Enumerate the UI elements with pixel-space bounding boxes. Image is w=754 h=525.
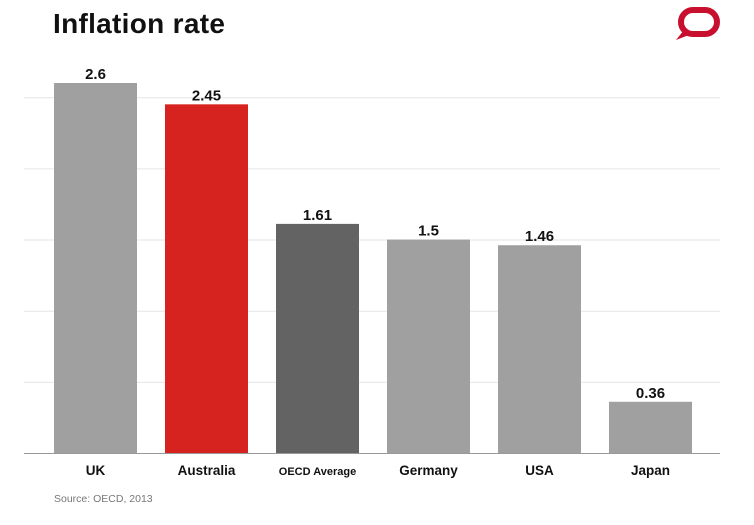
- chart-title: Inflation rate: [53, 8, 226, 39]
- bar-australia: [165, 104, 248, 453]
- data-label: 1.5: [418, 223, 439, 240]
- x-tick-label: Australia: [178, 463, 236, 478]
- data-label: 1.61: [303, 207, 332, 224]
- x-tick-label: UK: [86, 463, 106, 478]
- bar-germany: [387, 239, 470, 453]
- bar-japan: [609, 401, 692, 453]
- speech-bubble-logo-icon: [676, 7, 720, 40]
- x-tick-label: Japan: [631, 463, 670, 478]
- data-label: 2.45: [192, 87, 221, 104]
- bar-oecd-average: [276, 223, 359, 453]
- data-label: 0.36: [636, 385, 665, 402]
- x-tick-label: Germany: [399, 463, 458, 478]
- source-note: Source: OECD, 2013: [54, 493, 153, 505]
- data-label: 1.46: [525, 228, 554, 245]
- x-tick-label: USA: [525, 463, 554, 478]
- bar-uk: [54, 83, 137, 453]
- x-tick-label: OECD Average: [279, 466, 356, 478]
- data-label: 2.6: [85, 66, 106, 83]
- bar-usa: [498, 245, 581, 453]
